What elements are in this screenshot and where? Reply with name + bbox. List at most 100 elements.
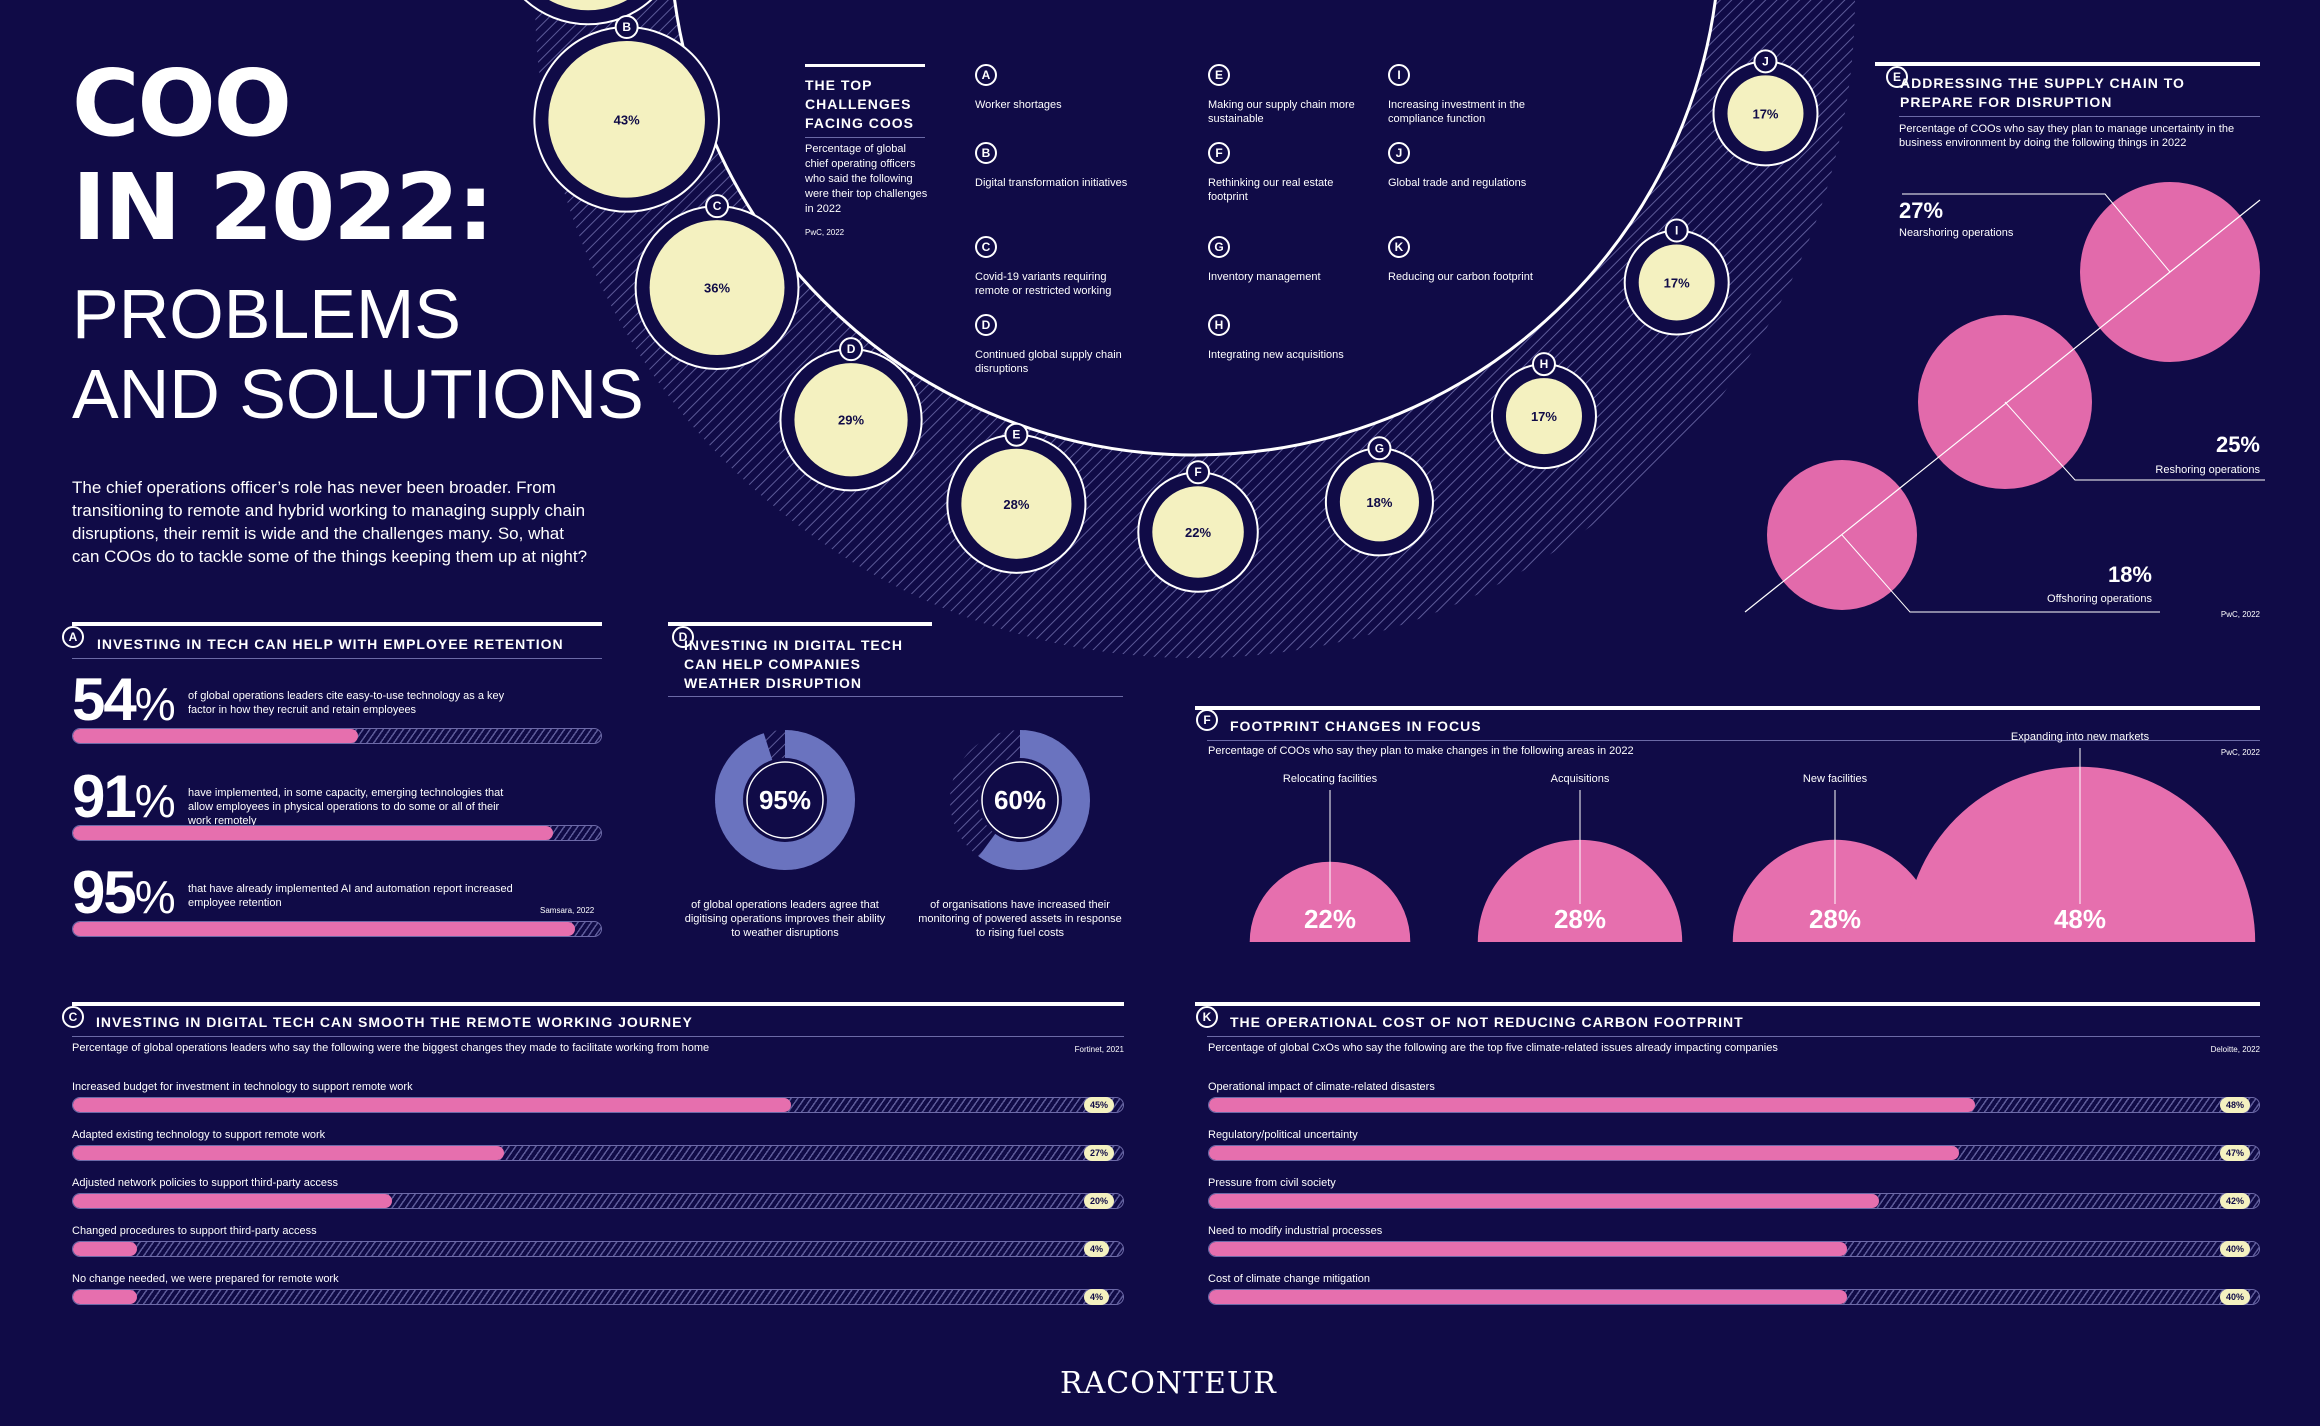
supply-circles-chart xyxy=(1744,182,2265,613)
carbon-bar-value: 48% xyxy=(2220,1097,2251,1113)
carbon-bar-track xyxy=(1208,1097,2260,1113)
remote-divider xyxy=(72,1036,1124,1037)
digital-rule xyxy=(668,622,932,626)
donut-value: 95% xyxy=(759,785,811,815)
footprint-title: FOOTPRINT CHANGES IN FOCUS xyxy=(1230,718,1482,734)
retention-stat-text: of global operations leaders cite easy-t… xyxy=(188,690,505,716)
carbon-bar-fill xyxy=(1209,1242,1848,1256)
retention-stat: 91% xyxy=(72,762,176,831)
donut-center xyxy=(981,761,1059,839)
digital-badge: D xyxy=(672,626,694,648)
retention-stat-percent: % xyxy=(134,775,176,827)
remote-badge: C xyxy=(62,1006,84,1028)
carbon-bar-fill xyxy=(1209,1194,1880,1208)
challenge-badge-letter: E xyxy=(1012,428,1020,442)
challenge-bubble xyxy=(1727,75,1804,152)
challenge-badge-letter: G xyxy=(1375,441,1384,455)
challenges-description: Percentage of global chief operating off… xyxy=(805,143,928,215)
page-subtitle-line1: PROBLEMS xyxy=(72,275,461,353)
carbon-bar-track xyxy=(1208,1289,2260,1305)
supply-badge: E xyxy=(1886,66,1908,88)
supply-divider xyxy=(1899,116,2260,117)
retention-stat-text: that have already implemented AI and aut… xyxy=(188,883,513,909)
remote-bar-label: Increased budget for investment in techn… xyxy=(72,1081,413,1093)
reshoring-label: Reshoring operations xyxy=(2155,464,2260,476)
retention-stat-text: have implemented, in some capacity, emer… xyxy=(188,787,504,827)
reshoring-leader xyxy=(2004,401,2265,481)
retention-bar-track xyxy=(72,825,602,841)
remote-description: Percentage of global operations leaders … xyxy=(72,1042,710,1054)
challenges-divider xyxy=(805,137,925,138)
challenge-badge-letter: F xyxy=(1194,465,1201,479)
legend-badge: G xyxy=(1208,236,1230,258)
remote-bar-value: 4% xyxy=(1084,1241,1110,1257)
legend-badge: H xyxy=(1208,314,1230,336)
legend-badge: J xyxy=(1388,142,1410,164)
digital-60-text: of organisations have increased their mo… xyxy=(918,899,1122,939)
challenge-value-label: 28% xyxy=(1003,497,1029,512)
challenge-bubble xyxy=(548,41,705,198)
nearshoring-leader xyxy=(1902,193,2171,273)
retention-stat-number: 91 xyxy=(72,763,137,830)
supply-diagonal xyxy=(1744,199,2261,613)
challenge-badge-letter: C xyxy=(713,199,722,213)
remote-bar-value: 4% xyxy=(1084,1289,1110,1305)
challenge-badge-letter: D xyxy=(847,342,856,356)
carbon-bar-label: Pressure from civil society xyxy=(1208,1177,1336,1189)
carbon-bar-track xyxy=(1208,1145,2260,1161)
remote-bar-fill xyxy=(73,1242,137,1256)
retention-source: Samsara, 2022 xyxy=(540,906,595,915)
legend-badge: E xyxy=(1208,64,1230,86)
remote-bar-track xyxy=(72,1145,1124,1161)
supply-description: Percentage of COOs who say they plan to … xyxy=(1899,123,2235,149)
carbon-bar-label: Regulatory/political uncertainty xyxy=(1208,1129,1358,1141)
reshoring-value: 25% xyxy=(2215,432,2260,457)
page-title-line1: COO xyxy=(72,50,292,157)
footprint-label: Expanding into new markets xyxy=(2011,731,2150,743)
legend-badge: B xyxy=(975,142,997,164)
carbon-bar-value: 42% xyxy=(2220,1193,2251,1209)
remote-bar-track xyxy=(72,1193,1124,1209)
donut-arc xyxy=(715,730,855,870)
carbon-bar-label: Need to modify industrial processes xyxy=(1208,1225,1383,1237)
carbon-bar-value: 40% xyxy=(2220,1241,2251,1257)
remote-bar-label: Adapted existing technology to support r… xyxy=(72,1129,326,1141)
challenge-badge-circle xyxy=(1753,49,1778,74)
remote-source: Fortinet, 2021 xyxy=(1074,1045,1124,1054)
legend-badge: A xyxy=(975,64,997,86)
supply-rule xyxy=(1875,62,2260,66)
remote-bar-value: 20% xyxy=(1084,1193,1115,1209)
challenge-bubble xyxy=(794,363,908,477)
carbon-bar-label: Operational impact of climate-related di… xyxy=(1208,1081,1435,1093)
remote-bar-track xyxy=(72,1241,1124,1257)
remote-bar-fill xyxy=(73,1290,137,1304)
retention-bar-track xyxy=(72,921,602,937)
challenge-badge-circle xyxy=(614,15,639,40)
challenge-badge-letter: H xyxy=(1540,357,1549,371)
legend-label: Integrating new acquisitions xyxy=(1208,349,1344,361)
challenges-source: PwC, 2022 xyxy=(805,228,845,237)
challenge-badge-circle xyxy=(1186,460,1211,485)
challenge-badge-circle xyxy=(1664,218,1689,243)
challenge-value-label: 29% xyxy=(838,413,864,428)
challenge-badge-circle xyxy=(1367,436,1392,461)
remote-title: INVESTING IN DIGITAL TECH CAN SMOOTH THE… xyxy=(96,1014,693,1030)
retention-bar-fill xyxy=(73,922,575,936)
supply-source: PwC, 2022 xyxy=(2220,610,2260,619)
carbon-bar-track xyxy=(1208,1241,2260,1257)
retention-bar-fill xyxy=(73,826,554,840)
challenge-value-label: 22% xyxy=(1185,525,1211,540)
legend-badge: D xyxy=(975,314,997,336)
challenge-bubble xyxy=(961,448,1072,559)
carbon-divider xyxy=(1207,1036,2260,1037)
donut-center xyxy=(746,761,824,839)
challenge-value-label: 43% xyxy=(614,112,640,127)
retention-stat: 95% xyxy=(72,858,176,927)
footprint-value: 28% xyxy=(1554,904,1606,934)
footprint-value: 28% xyxy=(1809,904,1861,934)
carbon-rule xyxy=(1195,1002,2260,1006)
supply-title: ADDRESSING THE SUPPLY CHAIN TO PREPARE F… xyxy=(1900,75,2185,110)
remote-bar-fill xyxy=(73,1194,393,1208)
remote-bar-value: 27% xyxy=(1084,1145,1115,1161)
carbon-description: Percentage of global CxOs who say the fo… xyxy=(1208,1042,1778,1054)
